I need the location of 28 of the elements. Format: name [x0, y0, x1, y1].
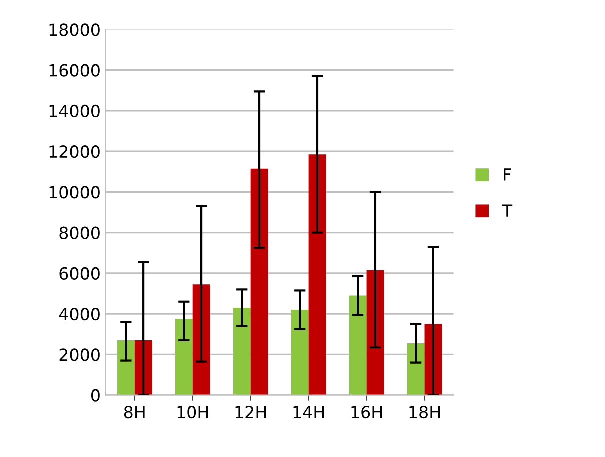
bar — [366, 270, 384, 396]
y-tick-label: 8000 — [60, 226, 100, 240]
bar — [349, 296, 367, 396]
x-tick-label: 14H — [294, 406, 324, 418]
y-tick-label: 14000 — [50, 104, 100, 118]
legend-label: F — [504, 168, 511, 181]
legend-label: T — [502, 204, 513, 217]
y-tick-label: 18000 — [50, 24, 100, 36]
bar — [250, 168, 268, 396]
y-tick-label: 16000 — [50, 64, 100, 77]
bar — [192, 284, 210, 396]
x-tick-label: 16H — [352, 406, 382, 419]
bar — [175, 319, 193, 396]
x-tick-label: 18H — [410, 406, 440, 419]
bar — [117, 340, 135, 396]
y-tick-label: 10000 — [50, 186, 100, 199]
bar — [233, 308, 251, 396]
x-tick-label: 10H — [178, 406, 208, 419]
bar — [291, 310, 309, 396]
bar — [308, 154, 326, 396]
x-tick-label: 12H — [236, 406, 266, 418]
y-tick-label: 4000 — [59, 308, 100, 321]
y-tick-label: 6000 — [60, 267, 100, 280]
x-tick-label: 8H — [124, 406, 145, 419]
y-tick-label: 2000 — [60, 348, 100, 362]
y-tick-label: 12000 — [50, 146, 100, 158]
bar — [407, 344, 425, 396]
y-tick-label: 0 — [92, 389, 100, 402]
